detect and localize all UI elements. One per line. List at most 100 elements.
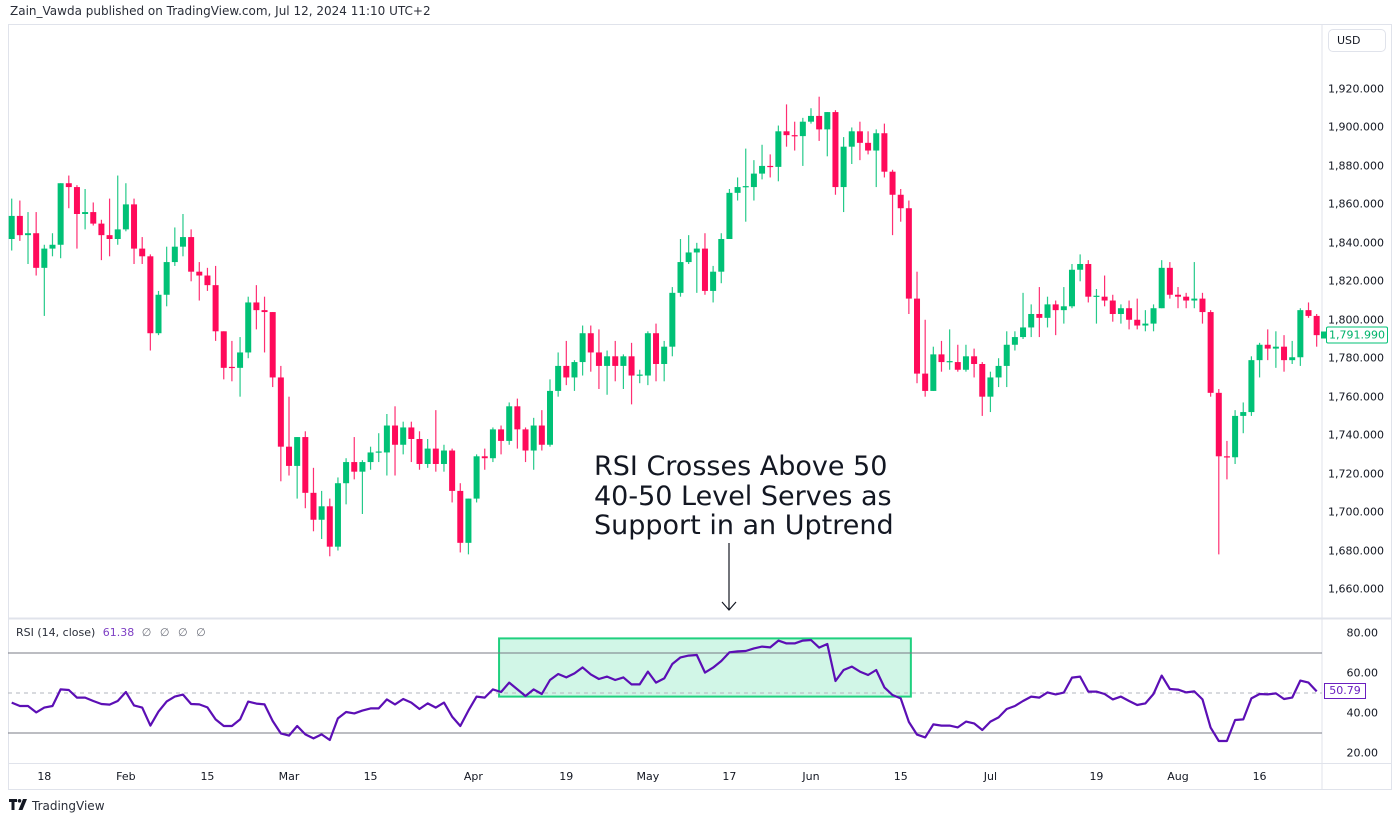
candle-body (1166, 267, 1173, 295)
candle-body (677, 262, 684, 293)
candle (873, 129, 880, 188)
candle (392, 406, 399, 476)
candle-body (914, 298, 921, 374)
candle-body (1256, 344, 1263, 361)
candle (1044, 296, 1051, 328)
candle-body (1093, 295, 1100, 297)
candle-body (636, 374, 643, 376)
candle (302, 431, 309, 509)
candle (587, 325, 594, 372)
candle (457, 483, 464, 553)
time-tick-label: 16 (1252, 770, 1267, 783)
candle (1117, 304, 1124, 324)
candle (824, 112, 831, 157)
candle-body (73, 187, 80, 214)
tradingview-logo[interactable]: TradingView (9, 799, 105, 813)
candle (514, 398, 521, 449)
candle-body (563, 365, 570, 378)
candle (8, 198, 15, 251)
candle (383, 413, 390, 476)
candle-body (457, 490, 464, 543)
candle (334, 477, 341, 551)
candle-body (432, 448, 439, 464)
candle-body (905, 208, 912, 299)
arrow-down-icon (721, 543, 737, 611)
candle-body (1297, 310, 1304, 358)
price-tick-label: 1,700.000 (1328, 505, 1384, 519)
candle-body (538, 425, 545, 445)
time-tick-label: 15 (893, 770, 908, 783)
candle (489, 427, 496, 463)
currency-button[interactable]: USD (1328, 29, 1386, 52)
candle (669, 287, 676, 357)
candle (261, 296, 268, 353)
candle-body (131, 204, 138, 249)
candle (57, 183, 64, 259)
candle-body (1215, 392, 1222, 457)
candle-body (718, 238, 725, 272)
candle (139, 237, 146, 264)
candle (65, 175, 72, 209)
candle-body (1175, 294, 1182, 297)
candle (612, 340, 619, 382)
candle-body (759, 165, 766, 174)
candle-body (930, 354, 937, 391)
candle-body (571, 362, 578, 378)
price-tick-label: 1,880.000 (1328, 159, 1384, 173)
candle-body (294, 437, 301, 466)
candle (995, 358, 1002, 388)
candle (1142, 310, 1149, 332)
candle-body (1036, 313, 1043, 318)
candle (1264, 329, 1271, 361)
candle (294, 437, 301, 499)
candle (734, 177, 741, 201)
candle (147, 254, 154, 351)
candle-body (889, 171, 896, 195)
candle (506, 402, 513, 445)
candle (16, 200, 23, 241)
candle-body (498, 429, 505, 441)
candle-body (832, 112, 839, 188)
candle-body (16, 215, 23, 236)
candle-body (840, 146, 847, 188)
candle (604, 350, 611, 395)
candle-body (1223, 456, 1230, 458)
candle (718, 233, 725, 284)
candle (90, 202, 97, 226)
candle (661, 340, 668, 382)
candle-body (1134, 319, 1141, 326)
candle-body (481, 456, 488, 459)
candle-body (555, 365, 562, 391)
candle-body (1109, 300, 1116, 314)
candle (693, 242, 700, 293)
candle-body (750, 173, 757, 188)
candle (269, 312, 276, 388)
candle (1175, 287, 1182, 309)
candle-body (326, 506, 333, 547)
candle (408, 421, 415, 463)
candle (1060, 287, 1067, 324)
candle (359, 460, 366, 514)
rsi-legend[interactable]: RSI (14, close) 61.38 ∅ ∅ ∅ ∅ (16, 626, 211, 639)
candle-body (506, 406, 513, 441)
time-tick-label: Mar (278, 770, 300, 783)
candle-body (114, 229, 121, 239)
candle-body (424, 448, 431, 464)
candle-body (783, 131, 790, 136)
candle-body (865, 142, 872, 151)
candle (881, 123, 888, 178)
price-tick-label: 1,900.000 (1328, 120, 1384, 134)
candle-body (1003, 344, 1010, 366)
time-tick-label: Feb (116, 770, 136, 783)
candle-body (587, 333, 594, 353)
candle (253, 285, 260, 330)
time-tick-label: Jun (802, 770, 820, 783)
candle-body (1232, 415, 1239, 458)
candle-body (33, 233, 40, 268)
annotation-text[interactable]: RSI Crosses Above 50 40-50 Level Serves … (594, 452, 894, 541)
price-tick-label: 1,720.000 (1328, 467, 1384, 481)
candle-body (620, 356, 627, 366)
price-tick-label: 1,680.000 (1328, 544, 1384, 558)
candle (440, 444, 447, 472)
